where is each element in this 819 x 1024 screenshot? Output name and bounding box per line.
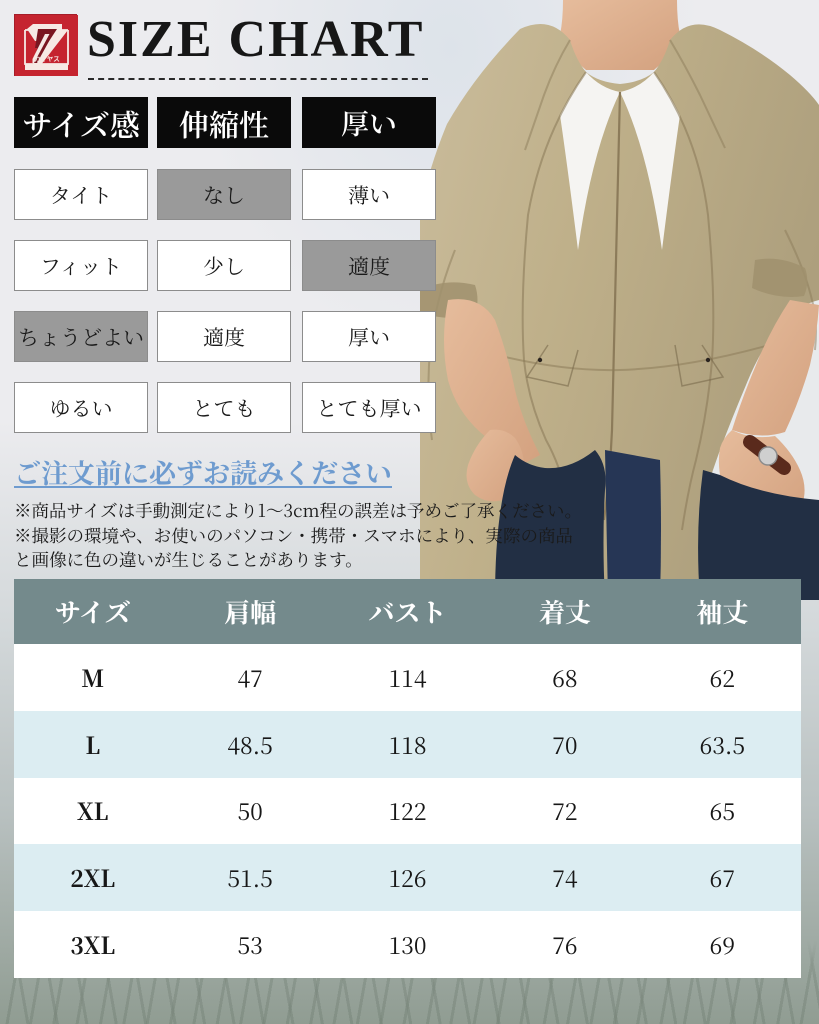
svg-text:カイヤス: カイヤス	[34, 55, 60, 63]
